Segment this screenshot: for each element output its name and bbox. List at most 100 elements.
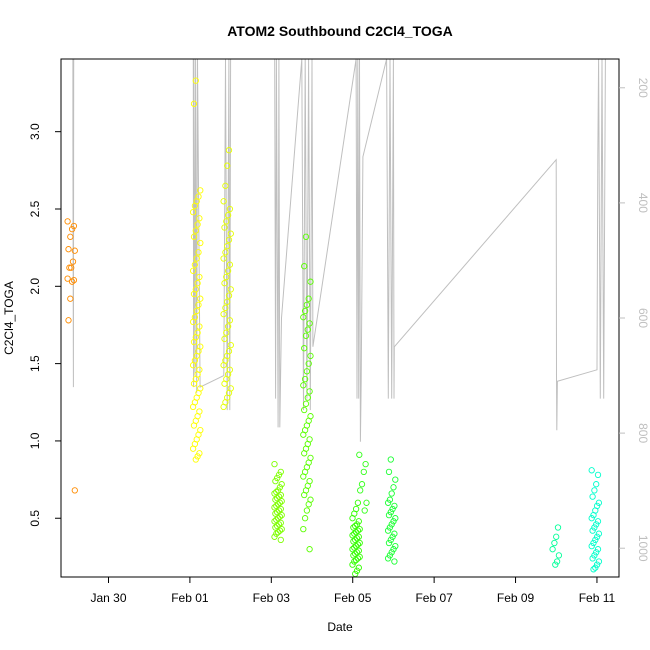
data-point [190, 338, 198, 346]
data-point [189, 403, 197, 411]
right-axis: 200 400 600 800 1000 [619, 78, 650, 562]
data-point [392, 515, 399, 522]
data-point [278, 481, 285, 488]
y-tick-label: 0.5 [28, 510, 42, 527]
data-point [221, 280, 228, 287]
data-point [388, 490, 395, 497]
data-point [223, 218, 230, 225]
data-point [387, 456, 394, 463]
data-point [196, 450, 203, 457]
data-point [360, 468, 367, 476]
data-point [302, 400, 310, 407]
data-point [593, 481, 600, 488]
data-point [271, 490, 278, 497]
data-point [273, 516, 280, 523]
data-point [301, 450, 308, 457]
data-point [385, 511, 393, 519]
points-layer [64, 77, 603, 578]
data-point [392, 542, 399, 550]
data-point [276, 513, 284, 520]
data-point [189, 362, 197, 369]
data-point [64, 218, 71, 225]
data-point [551, 539, 558, 547]
data-point [390, 546, 397, 553]
data-point [387, 536, 394, 544]
y-tick-label: 1.0 [28, 432, 42, 449]
data-point [64, 275, 71, 282]
data-point [356, 553, 363, 561]
data-point [352, 536, 359, 544]
data-point [190, 380, 198, 387]
data-point [273, 502, 280, 510]
data-point [224, 298, 231, 305]
y-tick-label: 3.0 [28, 123, 42, 140]
data-point [67, 233, 74, 240]
data-point [355, 547, 362, 554]
data-point [302, 233, 310, 240]
data-point [274, 515, 282, 522]
data-point [384, 555, 392, 562]
data-point [593, 561, 601, 568]
data-point [590, 539, 597, 547]
data-point [386, 496, 394, 503]
data-point [275, 493, 283, 500]
data-point [220, 198, 227, 205]
data-point [274, 529, 282, 536]
chart-title: ATOM2 Southbound C2Cl4_TOGA [227, 23, 453, 39]
right-tick-label: 400 [636, 193, 650, 213]
data-point [66, 264, 73, 271]
data-point [301, 345, 308, 352]
data-point [274, 474, 281, 482]
data-point [593, 533, 601, 540]
data-point [390, 518, 397, 525]
data-point [386, 524, 394, 531]
data-point [389, 533, 396, 540]
data-point [190, 100, 198, 107]
data-point [223, 273, 230, 281]
data-point [361, 507, 368, 514]
data-point [388, 549, 395, 556]
data-point [273, 530, 280, 537]
data-point [588, 515, 595, 522]
data-point [352, 522, 359, 530]
data-point [354, 527, 362, 534]
data-point [385, 539, 393, 547]
data-point [388, 521, 395, 528]
data-point [352, 529, 360, 536]
data-point [302, 332, 310, 339]
data-point [68, 225, 76, 233]
data-point [224, 212, 232, 219]
y-tick-label: 2.0 [28, 278, 42, 295]
data-point [384, 527, 392, 534]
data-point [553, 558, 561, 565]
data-point [189, 208, 197, 216]
data-point [357, 487, 364, 494]
data-point [595, 530, 603, 537]
x-tick-label: Jan 30 [90, 591, 126, 605]
data-point [190, 422, 198, 429]
data-point [272, 477, 279, 485]
data-point [227, 286, 234, 293]
data-point [305, 295, 312, 302]
data-point [274, 522, 281, 530]
data-point [391, 530, 398, 537]
data-point [355, 518, 362, 525]
data-point [196, 323, 203, 330]
plot-frame [60, 58, 620, 578]
data-point [592, 536, 599, 544]
data-point [555, 552, 563, 559]
data-point [356, 539, 363, 547]
data-point [192, 456, 199, 463]
x-axis-label: Date [327, 620, 353, 634]
data-point [304, 326, 311, 333]
data-point [278, 525, 285, 533]
data-point [221, 335, 228, 343]
x-tick-label: Feb 07 [415, 591, 453, 605]
data-point [196, 215, 203, 222]
data-point [70, 222, 78, 230]
data-point [193, 255, 200, 262]
secondary-line-layer [72, 58, 606, 442]
x-axis: Jan 30 Feb 01 Feb 03 Feb 05 Feb 07 Feb 09 Feb … [90, 577, 616, 605]
data-point [593, 521, 600, 528]
